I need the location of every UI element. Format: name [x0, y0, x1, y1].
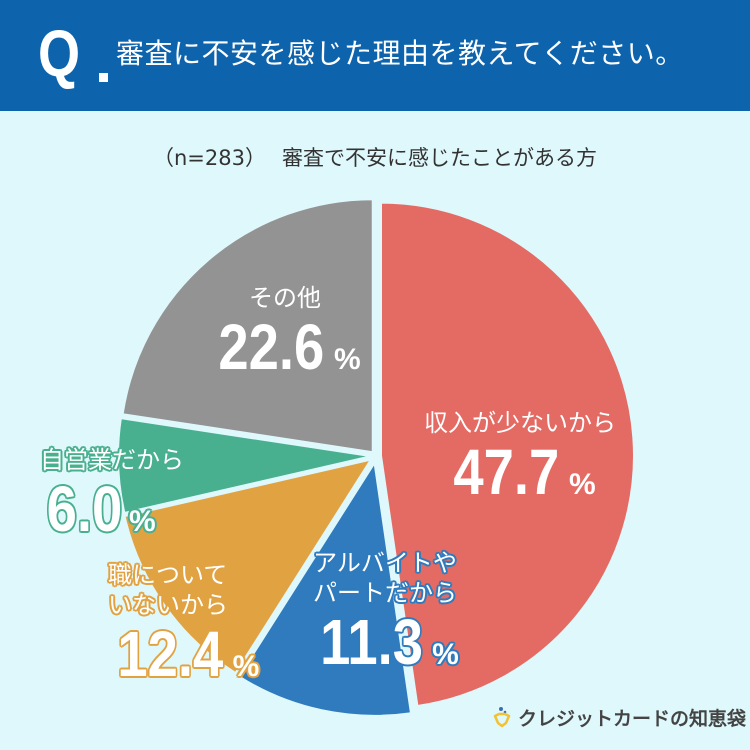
slice-income-low	[379, 201, 635, 708]
ring-icon	[493, 707, 511, 728]
q-mark: Q	[38, 16, 81, 90]
pct-value: 22.6	[218, 311, 325, 383]
slice-other	[121, 198, 374, 454]
slice-part-time	[237, 461, 412, 717]
pct-value: 12.4	[117, 618, 224, 690]
logo-text: クレジットカードの知恵袋	[518, 707, 747, 730]
pct-value: 6.0	[46, 473, 123, 545]
label-income-low: 収入が少ないから 47.7%	[424, 409, 616, 508]
q-dot	[99, 73, 108, 82]
label-self-employed: 自営業だから 6.0%	[40, 446, 184, 545]
label-part-time: アルバイトや パートだから 11.3%	[313, 549, 459, 678]
brand-logo: クレジットカードの知恵袋	[492, 703, 746, 731]
label-other: その他 22.6%	[218, 284, 361, 383]
slice-self-employed	[117, 417, 373, 514]
pct-value: 47.7	[453, 436, 560, 508]
chart-subtitle: （n=283） 審査で不安に感じたことがある方	[0, 143, 750, 173]
question-text: 審査に不安を感じた理由を教えてください。	[116, 37, 684, 70]
slice-unemployed	[123, 458, 373, 675]
respondent-description: 審査で不安に感じたことがある方	[282, 146, 597, 170]
label-unemployed: 職について いないから 12.4%	[108, 561, 260, 690]
question-header: Q 審査に不安を感じた理由を教えてください。	[0, 0, 750, 111]
pct-value: 11.3	[320, 606, 424, 678]
sample-size: （n=283）	[153, 146, 266, 170]
